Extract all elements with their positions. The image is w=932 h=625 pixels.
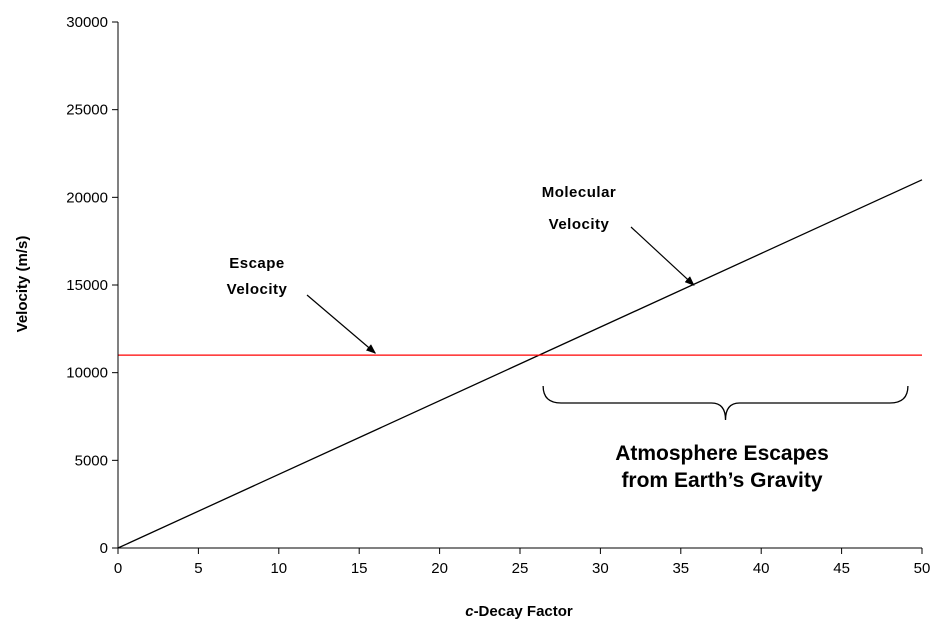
x-tick-label: 40	[753, 560, 770, 577]
escape-velocity-label-line: Escape	[229, 255, 285, 272]
y-tick-label: 10000	[66, 365, 108, 382]
escape-velocity-label: Escape Velocity	[227, 255, 288, 298]
x-tick-label: 30	[592, 560, 609, 577]
molecular-velocity-label: Molecular Velocity	[542, 184, 617, 233]
axes: 0 5000 10000 15000 20000 25000 30000 0 5 10 15 20 25…	[66, 14, 930, 577]
x-tick-label: 0	[114, 560, 122, 577]
annotations: Escape Velocity Molecular Velocity Atmospher…	[227, 184, 909, 492]
y-tick-label: 0	[100, 540, 108, 557]
y-axis-title: Velocity (m/s)	[14, 236, 31, 333]
x-tick-label: 35	[672, 560, 689, 577]
x-tick-label: 45	[833, 560, 850, 577]
x-axis-title: c-Decay Factor	[465, 603, 573, 620]
curly-brace	[542, 385, 909, 421]
y-tick-label: 25000	[66, 102, 108, 119]
atmosphere-escapes-label-line: Atmosphere Escapes	[615, 442, 829, 465]
y-tick-label: 20000	[66, 189, 108, 206]
escape-velocity-arrow	[306, 294, 377, 354]
atmosphere-escapes-label-line: from Earth’s Gravity	[621, 469, 822, 492]
molecular-velocity-label-line: Velocity	[549, 216, 610, 233]
x-tick-label: 15	[351, 560, 368, 577]
series-group	[117, 179, 923, 549]
molecular-velocity-arrow	[630, 226, 695, 286]
x-tick-label: 20	[431, 560, 448, 577]
molecular-velocity-line	[117, 179, 923, 549]
x-axis-title-rest: -Decay Factor	[474, 603, 573, 620]
escape-velocity-label-line: Velocity	[227, 281, 288, 298]
molecular-velocity-label-line: Molecular	[542, 184, 617, 201]
x-axis-title-italic: c	[465, 603, 474, 620]
atmosphere-escapes-label: Atmosphere Escapes from Earth’s Gravity	[615, 442, 829, 492]
x-tick-label: 5	[194, 560, 202, 577]
y-tick-label: 15000	[66, 277, 108, 294]
y-tick-label: 30000	[66, 14, 108, 31]
x-tick-label: 50	[914, 560, 931, 577]
x-tick-label: 10	[270, 560, 287, 577]
x-tick-label: 25	[512, 560, 529, 577]
y-tick-label: 5000	[75, 452, 108, 469]
